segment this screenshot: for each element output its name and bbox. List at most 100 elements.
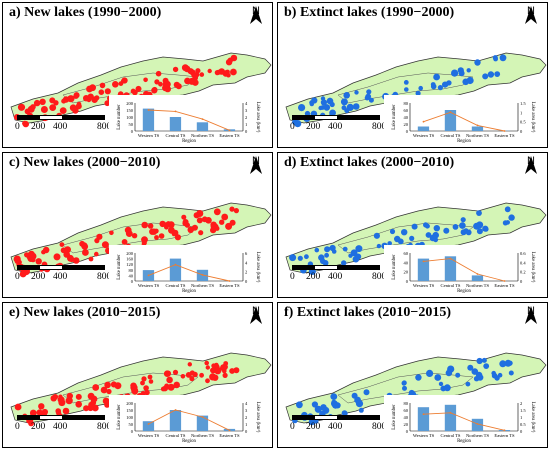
lake-point (147, 223, 154, 229)
y2-tick-label: 1 (520, 110, 522, 115)
lake-point (404, 87, 409, 92)
lake-point (491, 372, 498, 379)
lake-point (199, 72, 205, 77)
lake-point (141, 376, 147, 382)
x-tick-label: Eastern TS (494, 283, 515, 288)
area-point (228, 129, 231, 132)
area-point (174, 263, 177, 266)
lake-point (94, 238, 100, 244)
y-tick-label: 40 (404, 115, 409, 120)
area-point (147, 274, 150, 277)
lake-point (330, 393, 338, 400)
y2-tick-label: 0 (520, 429, 523, 434)
bar (142, 421, 155, 431)
panel-e: e) New lakes (2010−2015) N Km0200400800 … (2, 302, 273, 448)
lake-point (467, 364, 474, 371)
bar (169, 410, 182, 431)
y-tick-label: 0 (131, 279, 134, 284)
y2-tick-label: 4 (245, 260, 248, 265)
y-tick-label: 0 (406, 429, 409, 434)
area-line (423, 111, 505, 132)
lake-point (75, 103, 82, 110)
lake-point (154, 79, 160, 85)
lake-point (222, 368, 227, 374)
lake-point (59, 107, 67, 114)
lake-point (308, 269, 314, 274)
lake-point (474, 59, 481, 66)
lake-point (193, 213, 199, 219)
lake-point (199, 372, 205, 378)
lake-point (223, 361, 229, 366)
lake-point (482, 73, 489, 80)
lake-point (100, 386, 108, 394)
lake-point (162, 385, 169, 392)
y-tick-label: 40 (404, 260, 409, 265)
x-tick-label: Eastern TS (494, 133, 515, 138)
lake-point (476, 221, 484, 229)
lake-point (481, 357, 487, 363)
lake-point (58, 399, 66, 407)
lake-point (403, 80, 409, 85)
lake-point (104, 88, 111, 95)
lake-point (508, 214, 515, 221)
area-point (449, 111, 452, 114)
y-tick-label: 0 (131, 429, 134, 434)
lake-point (172, 229, 179, 237)
y2-tick-label: 0.5 (520, 120, 526, 125)
lake-point (104, 381, 111, 389)
panel-title: e) New lakes (2010−2015) (9, 305, 161, 320)
bar (169, 117, 182, 131)
lake-point (131, 388, 138, 395)
lake-point (120, 78, 126, 84)
bar (417, 407, 430, 431)
lake-point (66, 392, 73, 400)
lake-point (166, 376, 173, 384)
lake-point (387, 241, 392, 246)
lake-point (40, 106, 48, 113)
lake-point (445, 369, 453, 377)
lake-point (187, 362, 192, 367)
lake-point (502, 220, 508, 226)
lake-point (151, 87, 158, 94)
map (10, 202, 272, 278)
lake-point (181, 64, 189, 72)
lake-point (28, 420, 34, 427)
area-point (422, 120, 425, 123)
bar (417, 258, 430, 281)
lake-point (104, 402, 110, 408)
lake-point (187, 226, 194, 233)
lake-point (24, 252, 30, 258)
y-tick-label: 80 (129, 268, 134, 273)
lake-point (504, 359, 512, 367)
lake-point (434, 374, 442, 381)
x-tick-label: Central TS (166, 133, 186, 138)
lake-point (104, 100, 111, 107)
lake-point (504, 206, 511, 213)
lake-point (426, 369, 434, 377)
lake-point (36, 409, 43, 416)
lake-point (297, 255, 303, 261)
x-tick-label: Central TS (441, 133, 461, 138)
panel-title: b) Extinct lakes (1990−2000) (284, 5, 455, 20)
lake-point (314, 247, 320, 253)
lake-point (172, 369, 179, 375)
panel-c: c) New lakes (2000−2010) N Km0200400800 … (2, 152, 273, 298)
lake-point (131, 233, 138, 239)
north-arrow-icon: N (248, 306, 264, 336)
lake-point (376, 243, 382, 249)
x-axis-title: Region (182, 139, 196, 144)
region-polygon (285, 352, 547, 424)
lake-point (52, 394, 59, 400)
area-point (228, 429, 231, 432)
lake-point (109, 230, 114, 236)
lake-point (493, 56, 498, 62)
lake-point (110, 381, 117, 388)
lake-point (89, 84, 96, 92)
lake-point (494, 71, 501, 77)
lake-point (430, 83, 437, 90)
lake-point (354, 90, 359, 95)
lake-point (150, 228, 158, 235)
lake-point (75, 401, 82, 408)
y2-tick-label: 0 (245, 279, 248, 284)
north-arrow-icon: N (523, 306, 539, 336)
